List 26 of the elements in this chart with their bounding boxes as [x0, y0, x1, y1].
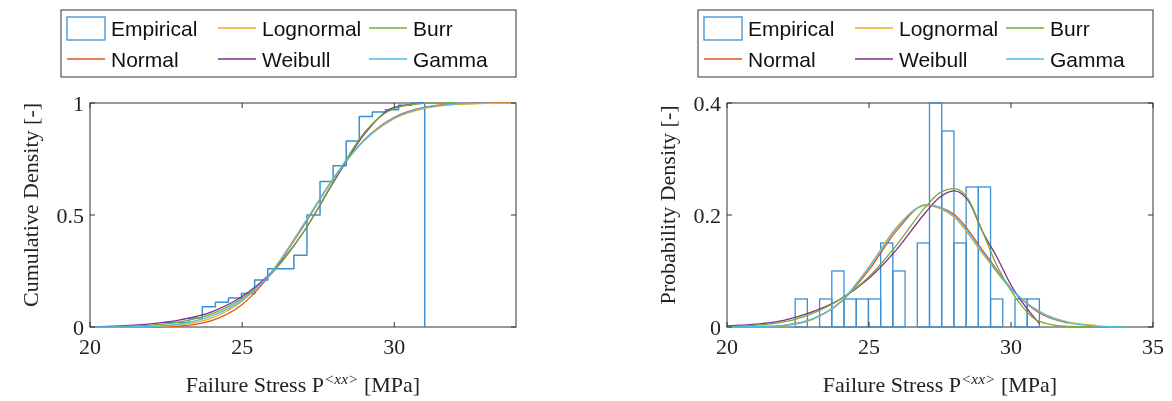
- legend-label: Burr: [413, 17, 453, 40]
- legend-label: Gamma: [1050, 48, 1125, 71]
- y-tick-label: 1: [73, 91, 84, 116]
- x-axis-title: Failure Stress P$^{<xx>}$ [MPa]: [185, 369, 421, 397]
- legend-label: Gamma: [413, 48, 488, 71]
- legend-label: Normal: [748, 48, 816, 71]
- x-tick-label: 25: [231, 334, 254, 359]
- y-tick-label: 0.4: [693, 91, 721, 116]
- y-tick-label: 0.5: [56, 203, 84, 228]
- legend-label: Lognormal: [262, 17, 362, 40]
- legend-label: Weibull: [899, 48, 968, 71]
- legend-label: Weibull: [262, 48, 331, 71]
- legend-label: Lognormal: [899, 17, 999, 40]
- y-axis-title: Probability Density [-]: [655, 105, 680, 305]
- legend-label: Empirical: [748, 17, 835, 40]
- legend-label: Normal: [111, 48, 179, 71]
- y-tick-label: 0.2: [693, 203, 721, 228]
- line-series: [726, 190, 1041, 327]
- x-tick-label: 30: [383, 334, 406, 359]
- legend-label: Burr: [1050, 17, 1090, 40]
- x-tick-label: 25: [858, 334, 880, 359]
- x-tick-label: 35: [1142, 334, 1164, 359]
- x-axis-title: Failure Stress P$^{<xx>}$ [MPa]: [822, 369, 1058, 397]
- y-axis-title: Cumulative Density [-]: [18, 102, 43, 308]
- legend-label: Empirical: [111, 17, 198, 40]
- x-tick-label: 30: [1000, 334, 1022, 359]
